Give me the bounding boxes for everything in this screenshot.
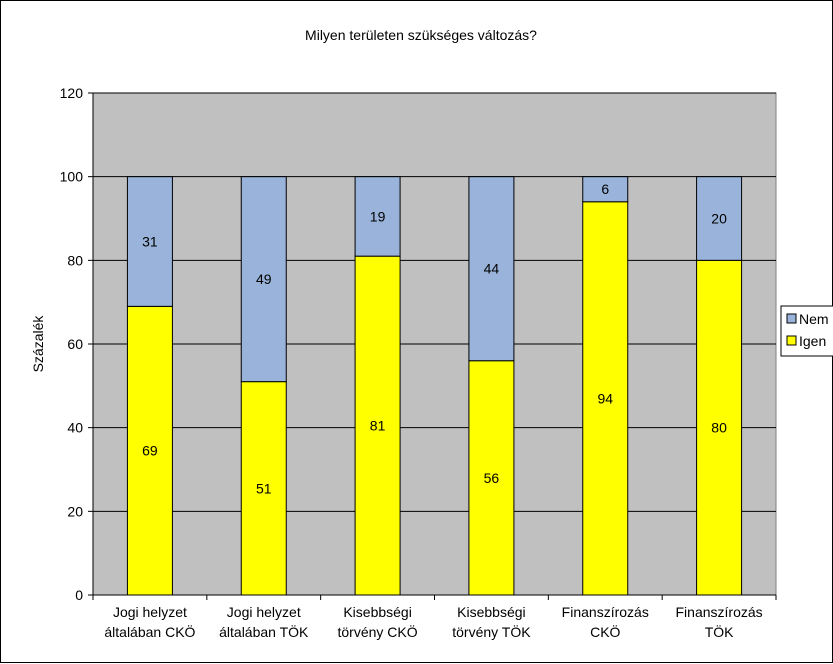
chart-title: Milyen területen szükséges változás? xyxy=(305,27,537,43)
legend-swatch-igen xyxy=(786,335,797,346)
data-label-nem: 19 xyxy=(370,208,386,224)
data-label-nem: 44 xyxy=(484,261,500,277)
legend-label-nem: Nem xyxy=(799,311,829,327)
legend-label-igen: Igen xyxy=(799,333,826,349)
bar-igen xyxy=(126,305,173,596)
data-label-nem: 31 xyxy=(142,234,158,250)
bar-nem xyxy=(126,176,173,307)
data-label-igen: 94 xyxy=(597,390,613,406)
bar-nem xyxy=(582,176,629,203)
x-tick-label: általában TÖK xyxy=(219,623,309,640)
bar-igen xyxy=(354,255,401,596)
data-label-igen: 81 xyxy=(370,418,386,434)
bar-nem xyxy=(240,176,287,383)
legend-swatch-nem xyxy=(786,313,797,324)
x-tick-label: Finanszírozás xyxy=(676,604,763,620)
x-tick-label: TÖK xyxy=(705,623,734,640)
x-tick-label: törvény TÖK xyxy=(452,623,531,640)
x-tick-label: Jogi helyzet xyxy=(227,604,301,620)
y-tick-label: 120 xyxy=(60,85,84,101)
data-label-igen: 69 xyxy=(142,443,158,459)
x-tick-label: Jogi helyzet xyxy=(113,604,187,620)
data-label-nem: 6 xyxy=(601,181,609,197)
x-tick-label: CKÖ xyxy=(590,623,620,640)
bar-nem xyxy=(468,176,515,362)
y-tick-label: 80 xyxy=(67,252,83,268)
x-tick-label: Kisebbségi xyxy=(457,604,526,620)
y-tick-label: 100 xyxy=(60,169,84,185)
bar-nem xyxy=(696,176,743,261)
x-tick-label: általában CKÖ xyxy=(104,623,195,640)
data-label-igen: 80 xyxy=(711,420,727,436)
y-tick-label: 40 xyxy=(67,420,83,436)
y-axis-title: Százalék xyxy=(30,315,46,373)
data-label-igen: 56 xyxy=(484,470,500,486)
data-label-igen: 51 xyxy=(256,480,272,496)
bar-nem xyxy=(354,176,401,257)
bar-igen xyxy=(582,201,629,596)
x-tick-label: Kisebbségi xyxy=(343,604,412,620)
x-tick-label: Finanszírozás xyxy=(562,604,649,620)
data-label-nem: 49 xyxy=(256,271,272,287)
data-label-nem: 20 xyxy=(711,211,727,227)
y-tick-label: 20 xyxy=(67,503,83,519)
y-tick-label: 60 xyxy=(67,336,83,352)
x-tick-label: törvény CKÖ xyxy=(338,623,418,640)
bar-igen xyxy=(696,259,743,596)
y-tick-label: 0 xyxy=(75,587,83,603)
